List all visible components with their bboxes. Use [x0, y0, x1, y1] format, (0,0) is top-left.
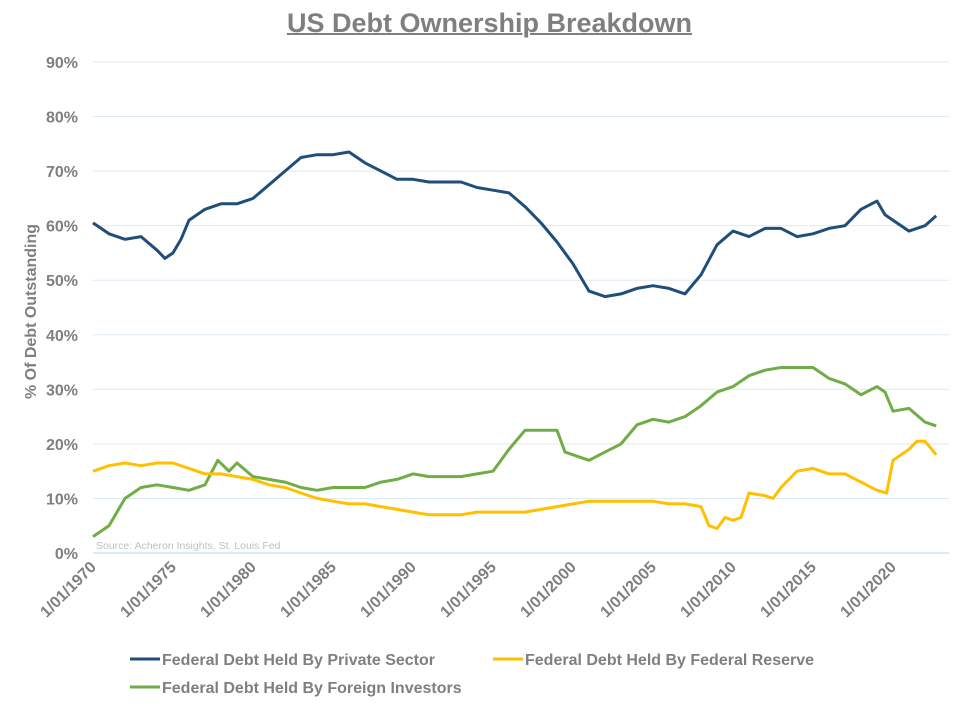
- x-tick-label: 1/01/1970: [37, 559, 99, 621]
- y-tick-label: 70%: [46, 164, 78, 181]
- y-tick-label: 80%: [46, 110, 78, 127]
- legend-label: Federal Debt Held By Foreign Investors: [162, 680, 462, 697]
- legend-label: Federal Debt Held By Federal Reserve: [525, 652, 814, 669]
- x-tick-label: 1/01/1980: [197, 559, 259, 621]
- y-axis-label: % Of Debt Outstanding: [23, 224, 40, 399]
- y-tick-label: 90%: [46, 55, 78, 72]
- y-tick-label: 30%: [46, 382, 78, 399]
- y-tick-label: 60%: [46, 219, 78, 236]
- x-tick-label: 1/01/2005: [597, 559, 659, 621]
- chart-title: US Debt Ownership Breakdown: [0, 8, 979, 39]
- y-tick-label: 50%: [46, 273, 78, 290]
- x-tick-label: 1/01/2010: [677, 559, 739, 621]
- x-tick-label: 1/01/1975: [117, 559, 179, 621]
- x-tick-label: 1/01/2000: [517, 559, 579, 621]
- source-note: Source: Acheron Insights, St. Louis Fed: [96, 540, 281, 552]
- y-tick-label: 40%: [46, 328, 78, 345]
- x-tick-label: 1/01/2020: [837, 559, 899, 621]
- x-tick-label: 1/01/1995: [437, 559, 499, 621]
- y-tick-label: 0%: [55, 546, 78, 563]
- chart-title-text: US Debt Ownership Breakdown: [286, 8, 693, 38]
- x-tick-label: 1/01/1985: [277, 559, 339, 621]
- y-tick-label: 10%: [46, 491, 78, 508]
- x-tick-label: 1/01/2015: [757, 559, 819, 621]
- series-line-2: [92, 366, 937, 538]
- x-tick-label: 1/01/1990: [357, 559, 419, 621]
- y-tick-label: 20%: [46, 437, 78, 454]
- series-line-0: [92, 150, 938, 299]
- series-line-1: [92, 439, 938, 530]
- legend-label: Federal Debt Held By Private Sector: [162, 652, 435, 669]
